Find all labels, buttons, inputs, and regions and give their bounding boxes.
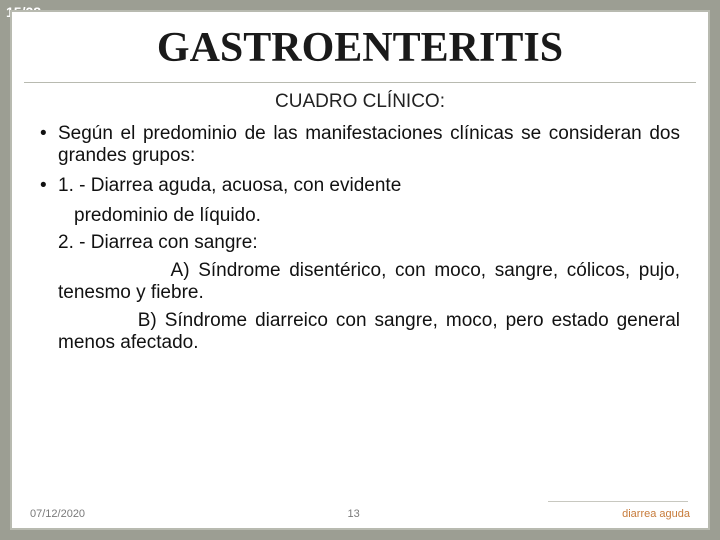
title-divider bbox=[24, 82, 696, 83]
footer-tag: diarrea aguda bbox=[622, 508, 690, 520]
slide-content: • Según el predominio de las manifestaci… bbox=[12, 123, 708, 354]
footer-divider bbox=[548, 501, 688, 502]
footer-date: 07/12/2020 bbox=[30, 508, 85, 520]
bullet-text: Según el predominio de las manifestacion… bbox=[58, 123, 680, 167]
bullet-dot: • bbox=[40, 175, 58, 197]
bullet-text: 1. - Diarrea aguda, acuosa, con evidente bbox=[58, 175, 680, 197]
bullet-dot: • bbox=[40, 123, 58, 167]
slide-subtitle: CUADRO CLÍNICO: bbox=[12, 91, 708, 113]
bullet-1: • Según el predominio de las manifestaci… bbox=[40, 123, 680, 167]
bullet-3a: A) Síndrome disentérico, con moco, sangr… bbox=[58, 260, 680, 304]
slide-footer: 07/12/2020 13 diarrea aguda bbox=[30, 508, 690, 520]
slide-frame: GASTROENTERITIS CUADRO CLÍNICO: • Según … bbox=[10, 10, 710, 530]
bullet-2: • 1. - Diarrea aguda, acuosa, con eviden… bbox=[40, 175, 680, 197]
bullet-3b: B) Síndrome diarreico con sangre, moco, … bbox=[58, 310, 680, 354]
bullet-2-cont: predominio de líquido. bbox=[74, 205, 680, 227]
bullet-3: 2. - Diarrea con sangre: bbox=[58, 232, 680, 254]
footer-page: 13 bbox=[85, 508, 622, 520]
slide-title: GASTROENTERITIS bbox=[12, 24, 708, 72]
